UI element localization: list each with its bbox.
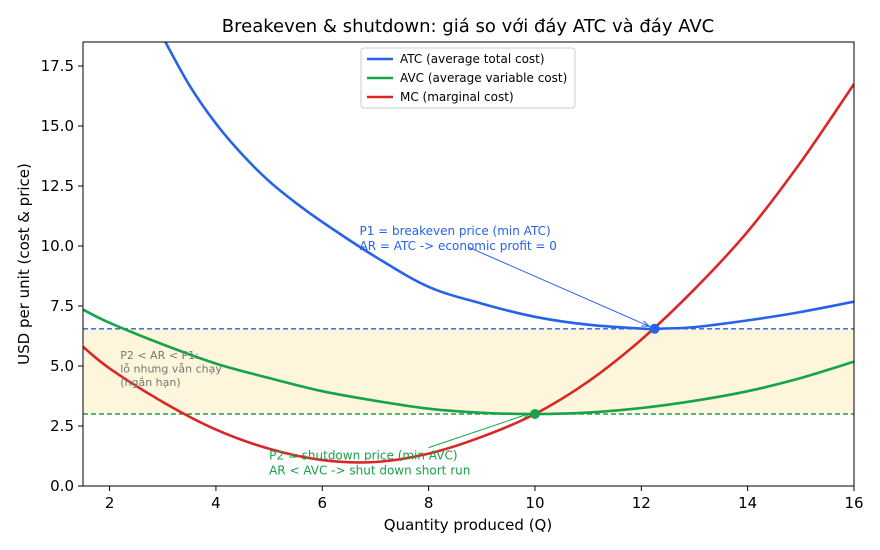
shaded-band [83,328,854,414]
legend-label-1: AVC (average variable cost) [400,71,567,85]
annotation-text-2-1: lỗ nhưng vẫn chạy [120,362,222,375]
annotation-arrow-0 [468,246,650,327]
series-line-0 [163,42,854,331]
x-tick-label-4: 10 [525,494,544,512]
marker-layer [529,323,660,419]
y-tick-label-6: 15.0 [41,117,74,135]
x-tick-label-0: 2 [105,494,115,512]
annotation-text-0-1: AR = ATC -> economic profit = 0 [359,239,556,253]
annotation-arrowhead-0 [641,320,651,327]
legend: ATC (average total cost) AVC (average var… [360,47,576,109]
series-line-2 [83,83,854,464]
annotation-layer: P1 = breakeven price (min ATC)AR = ATC -… [120,224,651,478]
annotation-text-2-2: (ngắn hạn) [120,376,180,389]
annotation-text-2-0: P2 < AR < P1: [120,349,199,362]
x-axis: 2 4 6 8 10 12 14 16 [105,486,864,512]
legend-label-0: ATC (average total cost) [400,52,545,66]
x-tick-label-7: 16 [844,494,863,512]
plot-frame [82,41,855,487]
series-line-1 [83,308,854,416]
y-tick-label-5: 12.5 [41,177,74,195]
marker-point-0 [649,323,660,334]
annotation-text-1-0: P2 = shutdown price (min AVC) [269,449,457,463]
y-tick-label-3: 7.5 [50,297,74,315]
series-layer [83,42,854,464]
x-tick-label-1: 4 [211,494,221,512]
y-tick-label-1: 2.5 [50,417,74,435]
marker-point-1 [529,409,540,419]
legend-box [360,47,576,109]
y-tick-label-0: 0.0 [50,477,74,495]
annotation-arrowhead-1 [521,412,532,419]
shaded-band-layer [83,328,854,414]
x-tick-label-3: 8 [424,494,434,512]
y-tick-label-7: 17.5 [41,57,74,75]
x-tick-label-2: 6 [318,494,328,512]
chart-title: Breakeven & shutdown: giá so với đáy ATC… [222,16,714,37]
y-axis-label: USD per unit (cost & price) [15,163,33,365]
x-axis-label: Quantity produced (Q) [384,516,552,534]
annotation-arrow-1 [428,413,530,449]
x-tick-label-5: 12 [632,494,651,512]
y-tick-label-4: 10.0 [41,237,74,255]
legend-label-2: MC (marginal cost) [400,90,514,104]
y-axis: 0.0 2.5 5.0 7.5 10.0 12.5 15.0 17.5 [41,57,83,495]
annotation-text-0-0: P1 = breakeven price (min ATC) [359,224,550,238]
reference-line-layer [83,328,854,415]
annotation-text-1-1: AR < AVC -> shut down short run [269,464,470,478]
x-tick-label-6: 14 [738,494,757,512]
y-tick-label-2: 5.0 [50,357,74,375]
